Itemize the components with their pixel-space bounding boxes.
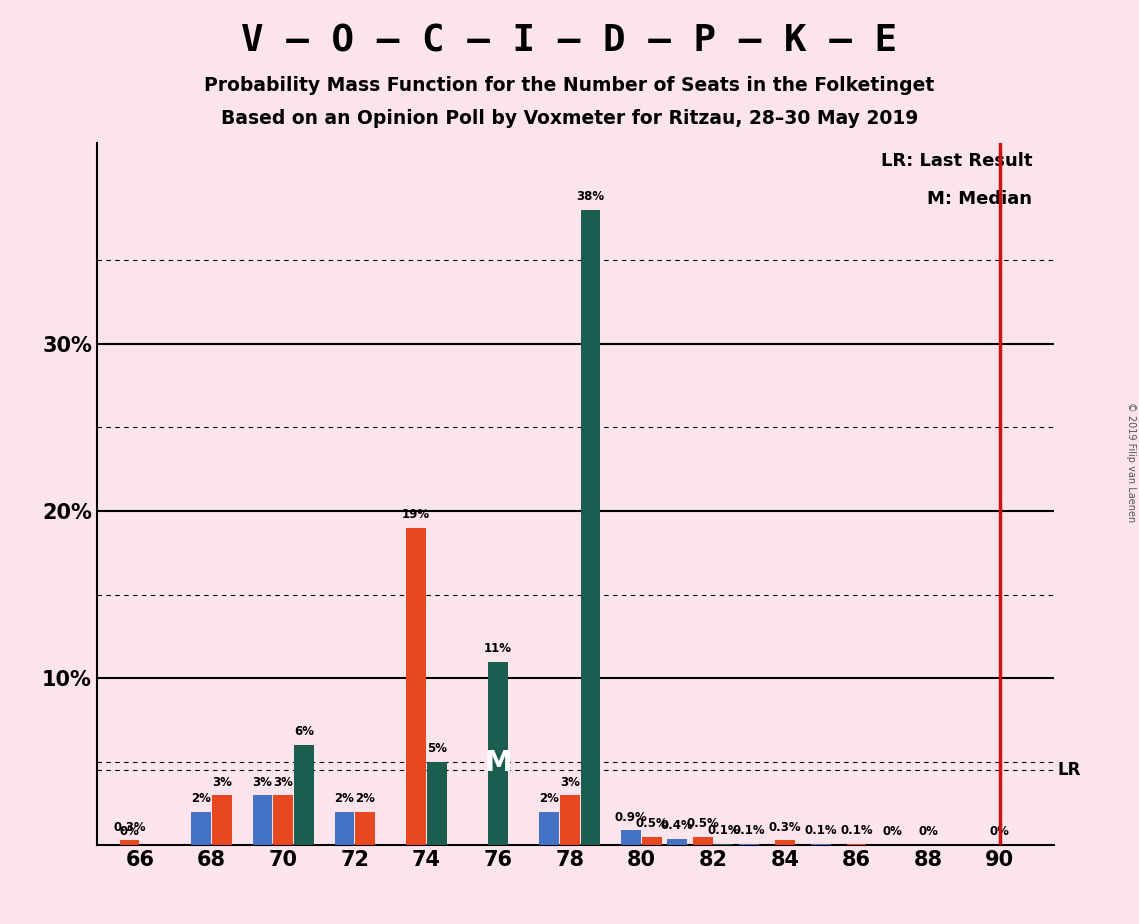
Bar (427, 762, 446, 845)
Text: 0.5%: 0.5% (636, 818, 669, 831)
Text: 38%: 38% (576, 190, 605, 203)
Text: 0%: 0% (918, 825, 939, 838)
Text: © 2019 Filip van Laenen: © 2019 Filip van Laenen (1126, 402, 1136, 522)
Bar (775, 841, 795, 845)
Text: 2%: 2% (335, 793, 354, 806)
Bar (846, 844, 867, 845)
Bar (714, 844, 734, 845)
Text: 0%: 0% (883, 825, 902, 838)
Text: 2%: 2% (191, 793, 211, 806)
Bar (621, 831, 641, 845)
Text: 6%: 6% (294, 725, 314, 738)
Bar (191, 812, 211, 845)
Text: M: M (484, 748, 511, 777)
Bar (253, 796, 272, 845)
Text: 0.9%: 0.9% (615, 810, 647, 823)
Text: 11%: 11% (484, 642, 513, 655)
Text: 0.3%: 0.3% (113, 821, 146, 833)
Bar (489, 662, 508, 845)
Text: 0%: 0% (120, 825, 139, 838)
Bar (560, 796, 580, 845)
Text: 2%: 2% (355, 793, 375, 806)
Text: 0.1%: 0.1% (707, 824, 740, 837)
Bar (693, 837, 713, 845)
Bar (667, 839, 687, 845)
Bar (581, 210, 600, 845)
Bar (407, 528, 426, 845)
Text: 0.3%: 0.3% (769, 821, 801, 833)
Text: LR: LR (1057, 761, 1081, 779)
Bar (739, 844, 759, 845)
Text: 2%: 2% (539, 793, 559, 806)
Text: 19%: 19% (402, 508, 431, 521)
Text: Based on an Opinion Poll by Voxmeter for Ritzau, 28–30 May 2019: Based on an Opinion Poll by Voxmeter for… (221, 109, 918, 128)
Bar (539, 812, 559, 845)
Text: 3%: 3% (253, 775, 272, 788)
Text: 0.1%: 0.1% (732, 824, 765, 837)
Text: 3%: 3% (212, 775, 232, 788)
Bar (335, 812, 354, 845)
Bar (273, 796, 293, 845)
Text: 0%: 0% (990, 825, 1010, 838)
Bar (212, 796, 231, 845)
Text: 0.1%: 0.1% (804, 824, 837, 837)
Text: 0.4%: 0.4% (661, 819, 694, 833)
Text: 3%: 3% (560, 775, 580, 788)
Bar (642, 837, 662, 845)
Text: LR: Last Result: LR: Last Result (880, 152, 1032, 170)
Text: M: Median: M: Median (927, 190, 1032, 208)
Bar (294, 745, 313, 845)
Text: V – O – C – I – D – P – K – E: V – O – C – I – D – P – K – E (241, 23, 898, 59)
Text: 5%: 5% (427, 742, 446, 755)
Text: Probability Mass Function for the Number of Seats in the Folketinget: Probability Mass Function for the Number… (204, 76, 935, 95)
Bar (355, 812, 375, 845)
Text: 0.1%: 0.1% (841, 824, 872, 837)
Text: 0.5%: 0.5% (687, 818, 719, 831)
Bar (120, 841, 139, 845)
Text: 3%: 3% (273, 775, 293, 788)
Bar (811, 844, 830, 845)
